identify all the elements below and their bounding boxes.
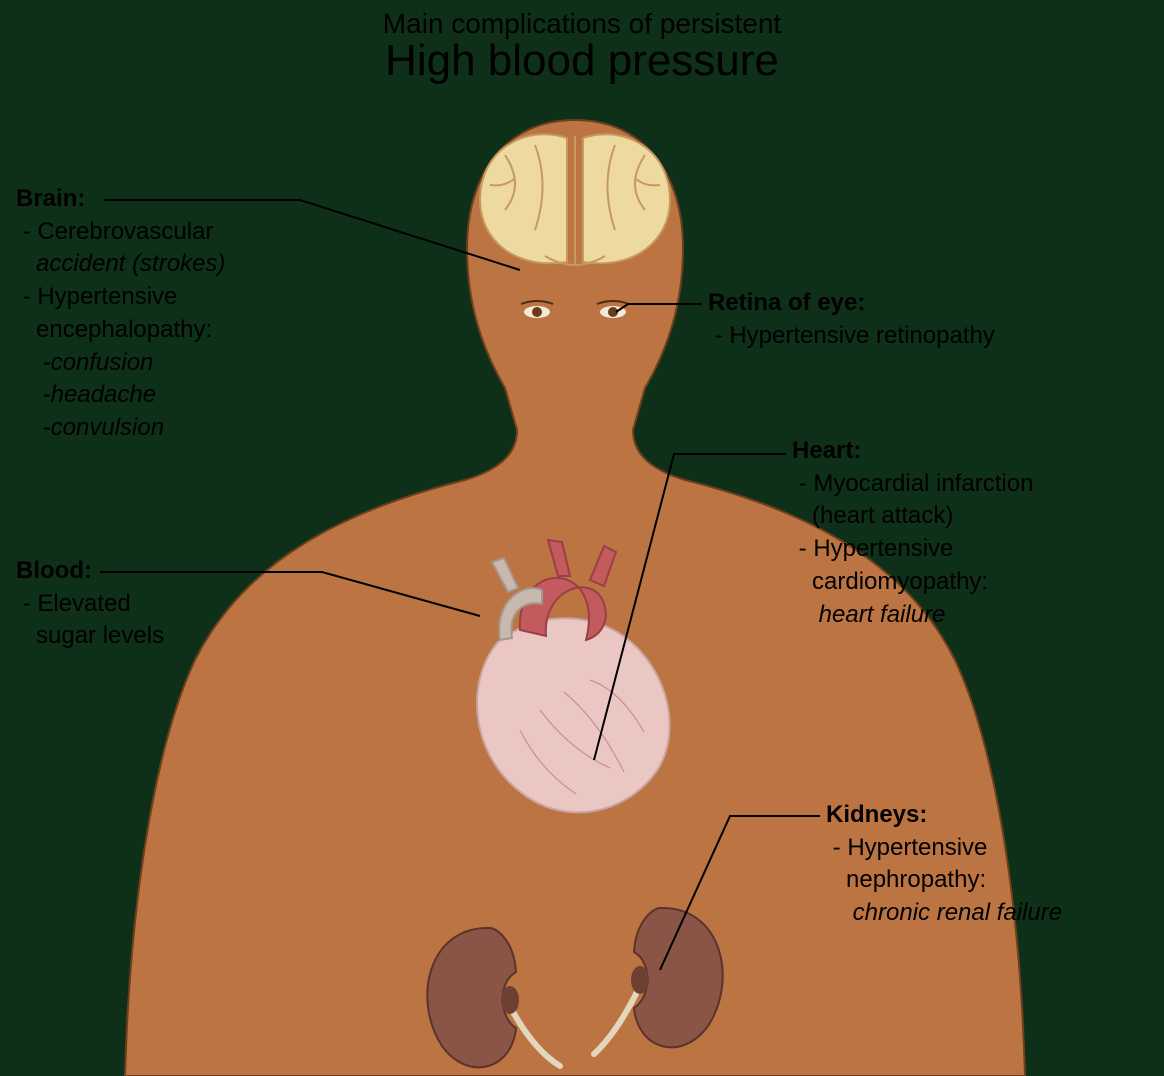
label-heart-item-0: - Myocardial infarction [792, 469, 1132, 500]
label-brain: Brain: - Cerebrovascular accident (strok… [16, 184, 296, 444]
label-retina-heading: Retina of eye: [708, 288, 1108, 319]
label-heart-item-1: - Hypertensive [792, 534, 1132, 565]
label-brain-heading: Brain: [16, 184, 296, 215]
label-blood-item-0: - Elevated [16, 589, 256, 620]
label-kidneys: Kidneys: - Hypertensive nephropathy: chr… [826, 800, 1156, 929]
label-brain-item-0: - Cerebrovascular [16, 217, 296, 248]
label-kidneys-heading: Kidneys: [826, 800, 1156, 831]
label-brain-item-1: - Hypertensive [16, 282, 296, 313]
label-blood-heading: Blood: [16, 556, 256, 587]
label-heart: Heart: - Myocardial infarction (heart at… [792, 436, 1132, 630]
label-retina-item-0: - Hypertensive retinopathy [708, 321, 1108, 352]
label-heart-heading: Heart: [792, 436, 1132, 467]
label-retina: Retina of eye: - Hypertensive retinopath… [708, 288, 1108, 351]
label-kidneys-item-0: - Hypertensive [826, 833, 1156, 864]
label-blood: Blood: - Elevated sugar levels [16, 556, 256, 652]
